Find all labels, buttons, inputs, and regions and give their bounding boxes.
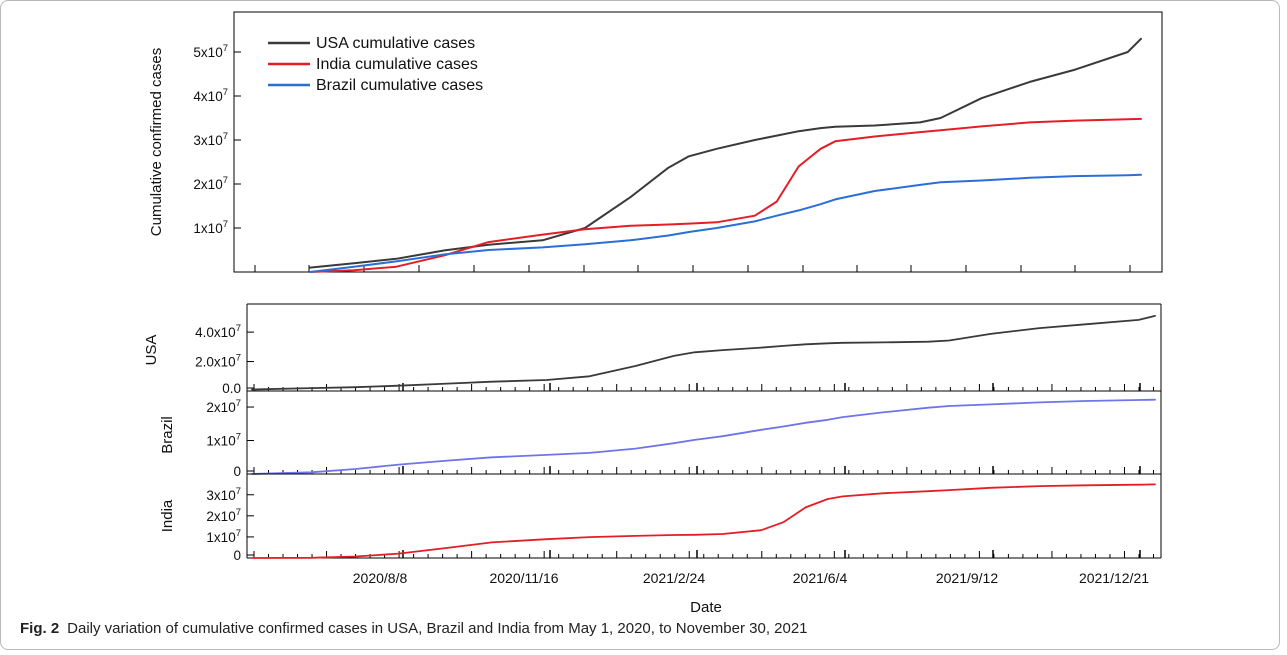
y-axis-label: USA	[143, 335, 160, 366]
y-tick-label: 0.0	[222, 381, 241, 396]
y-tick-exponent: 7	[223, 175, 228, 186]
x-axis-label: Date	[690, 599, 722, 616]
caption-label: Fig. 2	[20, 620, 60, 637]
y-tick-label: 2x107	[206, 398, 241, 415]
y-tick-exponent: 7	[223, 87, 228, 98]
x-tick-label: 2021/9/12	[936, 570, 998, 586]
x-tick-label: 2020/8/8	[353, 570, 408, 586]
chart-panel-2: 0.0 2.0x107 4.0x107 USA	[143, 303, 1162, 396]
y-tick-exponent: 7	[236, 323, 241, 334]
y-tick-label: 1x107	[206, 528, 241, 545]
y-axis-label: Cumulative confirmed cases	[148, 48, 165, 236]
chart-panel-4: 0 1x107 2x107 3x107 India 2020/8/8 2020/11/16 2…	[159, 473, 1162, 616]
y-tick-exponent: 7	[236, 486, 241, 497]
series-line-usa	[309, 37, 1142, 269]
y-tick-label: 4.0x107	[195, 323, 241, 340]
y-tick-exponent: 7	[236, 353, 241, 364]
series-line-india	[309, 117, 1142, 273]
x-tick-label: 2021/12/21	[1079, 570, 1149, 586]
legend-label: Brazil cumulative cases	[316, 77, 483, 94]
figure-caption: Fig. 2 Daily variation of cumulative conf…	[20, 620, 808, 637]
x-tick-label: 2020/11/16	[489, 570, 558, 586]
legend-label: India cumulative cases	[316, 56, 478, 73]
y-tick-label: 5x107	[193, 43, 228, 60]
y-axis-label: Brazil	[159, 416, 176, 454]
y-tick-label: 0	[233, 548, 241, 563]
y-tick-label: 3x107	[206, 486, 241, 503]
y-tick-label: 1x107	[193, 219, 228, 236]
plot-frame	[233, 11, 1163, 273]
x-tick-label: 2021/6/4	[793, 570, 848, 586]
y-tick-exponent: 7	[236, 507, 241, 518]
x-tick-label: 2021/2/24	[643, 570, 705, 586]
y-tick-exponent: 7	[236, 528, 241, 539]
y-tick-label: 4x107	[193, 87, 228, 104]
series-line-brazil	[309, 173, 1142, 273]
y-tick-exponent: 7	[223, 131, 228, 142]
series-line-india	[251, 483, 1156, 559]
series-line-brazil_panel	[251, 398, 1156, 475]
legend-label: USA cumulative cases	[316, 35, 475, 52]
y-axis-label: India	[159, 499, 176, 532]
y-tick-label: 2.0x107	[195, 353, 241, 370]
y-tick-label: 2x107	[193, 175, 228, 192]
y-tick-exponent: 7	[236, 398, 241, 409]
y-tick-label: 0	[233, 464, 241, 479]
y-tick-label: 2x107	[206, 507, 241, 524]
caption-text: Daily variation of cumulative confirmed …	[67, 620, 808, 637]
chart-panel-3: 0 1x107 2x107 Brazil	[159, 390, 1162, 479]
y-tick-exponent: 7	[236, 432, 241, 443]
series-line-usa	[251, 314, 1156, 391]
y-tick-exponent: 7	[223, 43, 228, 54]
chart-panel-1: 1x107 2x107 3x107 4x107 5x107 Cumulative conf…	[148, 11, 1163, 273]
y-tick-exponent: 7	[223, 219, 228, 230]
y-tick-label: 3x107	[193, 131, 228, 148]
y-tick-label: 1x107	[206, 432, 241, 449]
